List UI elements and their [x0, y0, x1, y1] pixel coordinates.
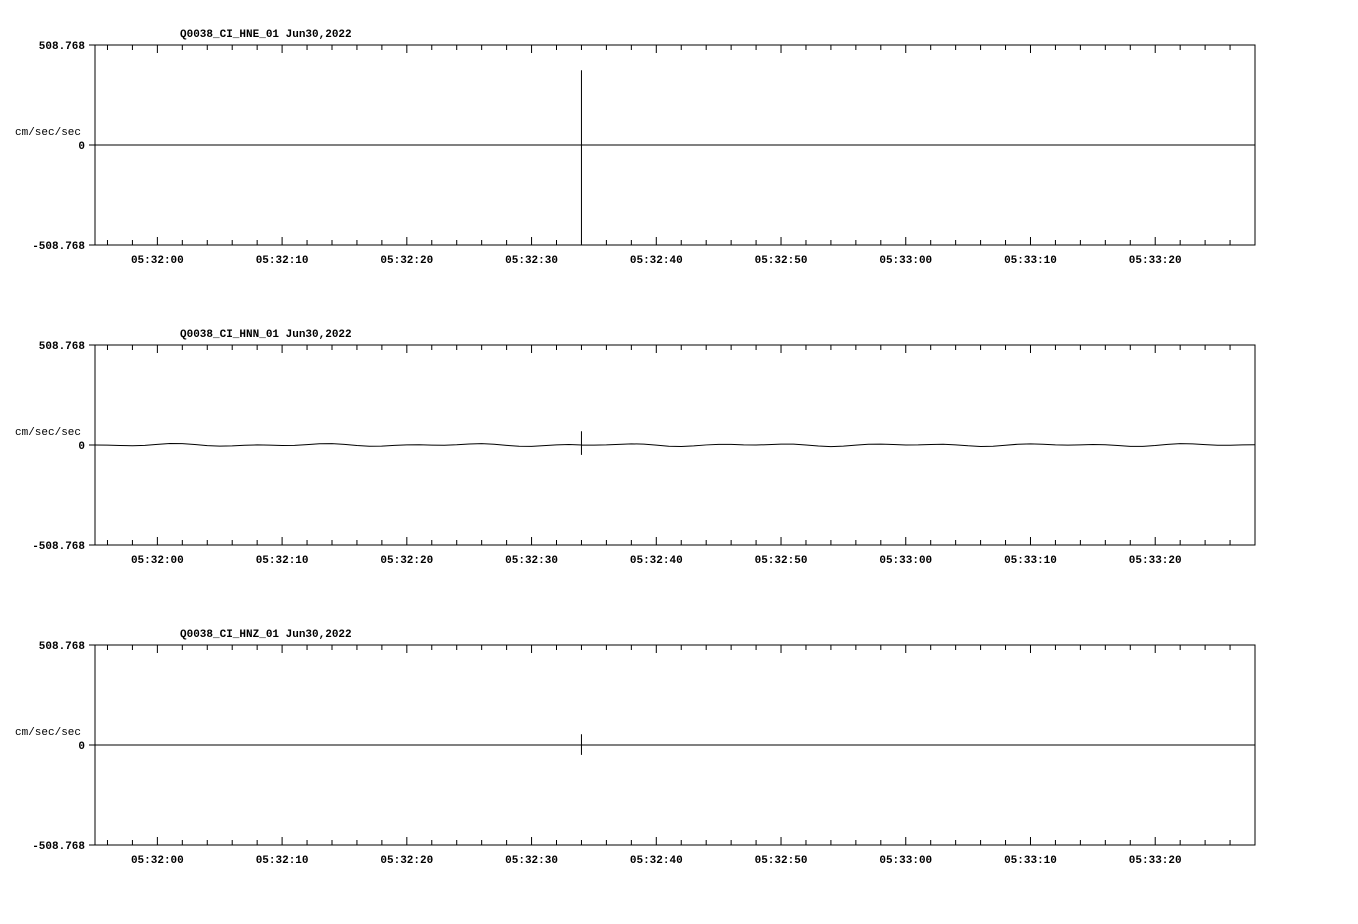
x-tick-label: 05:32:50	[755, 255, 808, 267]
y-axis-label: cm/sec/sec	[15, 727, 81, 739]
x-tick-label: 05:32:00	[131, 855, 184, 867]
x-tick-label: 05:33:10	[1004, 855, 1057, 867]
x-tick-label: 05:33:20	[1129, 555, 1182, 567]
x-tick-label: 05:32:40	[630, 255, 683, 267]
x-tick-label: 05:32:50	[755, 555, 808, 567]
x-tick-label: 05:33:20	[1129, 855, 1182, 867]
x-tick-label: 05:32:30	[505, 555, 558, 567]
x-tick-label: 05:32:20	[380, 855, 433, 867]
panel-2: Q0038_CI_HNZ_01 Jun30,2022 cm/sec/sec -508…	[15, 629, 1255, 867]
x-tick-label: 05:32:00	[131, 255, 184, 267]
y-tick-label: 0	[78, 441, 85, 453]
x-tick-label: 05:32:20	[380, 555, 433, 567]
x-tick-label: 05:33:10	[1004, 255, 1057, 267]
x-tick-label: 05:32:40	[630, 855, 683, 867]
y-axis-label: cm/sec/sec	[15, 427, 81, 439]
y-tick-label: 508.768	[39, 341, 86, 353]
x-tick-label: 05:32:00	[131, 555, 184, 567]
panel-0: Q0038_CI_HNE_01 Jun30,2022 cm/sec/sec -508…	[15, 29, 1255, 267]
x-tick-label: 05:32:10	[256, 555, 309, 567]
y-tick-label: -508.768	[32, 541, 85, 553]
x-tick-label: 05:33:20	[1129, 255, 1182, 267]
waveform-trace	[95, 431, 1255, 455]
x-tick-label: 05:32:30	[505, 855, 558, 867]
waveform-trace	[95, 70, 1255, 243]
x-tick-label: 05:32:40	[630, 555, 683, 567]
panel-title: Q0038_CI_HNE_01 Jun30,2022	[180, 29, 352, 41]
y-tick-label: -508.768	[32, 241, 85, 253]
panel-title: Q0038_CI_HNN_01 Jun30,2022	[180, 329, 352, 341]
x-tick-label: 05:33:10	[1004, 555, 1057, 567]
x-tick-label: 05:32:30	[505, 255, 558, 267]
panel-title: Q0038_CI_HNZ_01 Jun30,2022	[180, 629, 352, 641]
waveform-trace	[95, 734, 1255, 755]
x-tick-label: 05:33:00	[879, 555, 932, 567]
x-tick-label: 05:33:00	[879, 855, 932, 867]
y-axis-label: cm/sec/sec	[15, 127, 81, 139]
y-tick-label: 0	[78, 741, 85, 753]
panel-1: Q0038_CI_HNN_01 Jun30,2022 cm/sec/sec -508…	[15, 329, 1255, 567]
x-tick-label: 05:32:50	[755, 855, 808, 867]
y-tick-label: 508.768	[39, 641, 86, 653]
x-tick-label: 05:32:20	[380, 255, 433, 267]
seismogram-figure: Q0038_CI_HNE_01 Jun30,2022 cm/sec/sec -508…	[0, 0, 1358, 924]
y-tick-label: 508.768	[39, 41, 86, 53]
x-tick-label: 05:32:10	[256, 855, 309, 867]
y-tick-label: 0	[78, 141, 85, 153]
y-tick-label: -508.768	[32, 841, 85, 853]
x-tick-label: 05:33:00	[879, 255, 932, 267]
x-tick-label: 05:32:10	[256, 255, 309, 267]
